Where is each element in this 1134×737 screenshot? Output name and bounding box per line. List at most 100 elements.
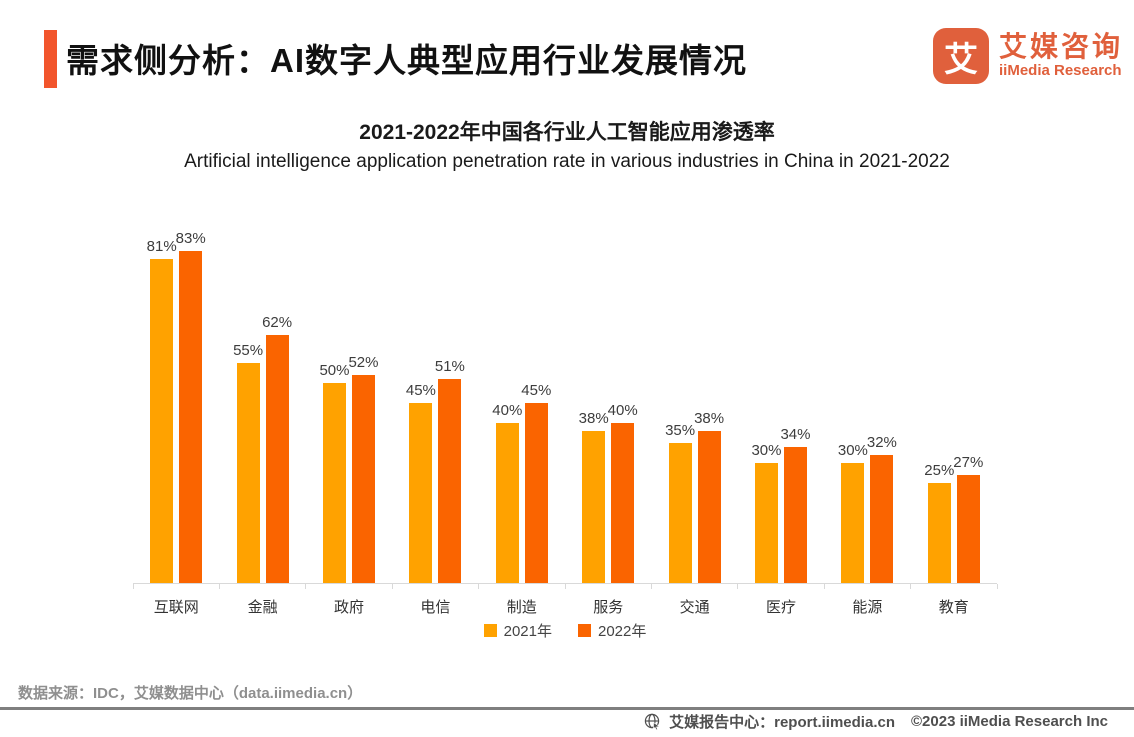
bar-group-电信: 45% 51%: [392, 183, 478, 583]
bar-value-label: 40%: [607, 402, 638, 419]
axis-tick: [737, 584, 739, 589]
bar-wrap: 62%: [262, 183, 292, 583]
bar-group-互联网: 81% 83%: [133, 183, 219, 583]
bar-value-label: 83%: [175, 230, 206, 247]
bar-group-交通: 35% 38%: [651, 183, 737, 583]
bar-value-label: 52%: [348, 354, 379, 371]
bar-2021年-服务: 38%: [579, 410, 609, 583]
bar-value-label: 81%: [146, 238, 177, 255]
bar-group-医疗: 30% 34%: [738, 183, 824, 583]
bar-value-label: 35%: [665, 422, 696, 439]
chart-title: 2021-2022年中国各行业人工智能应用渗透率: [359, 121, 775, 144]
bar-wrap: 40%: [492, 183, 522, 583]
x-axis-label-互联网: 互联网: [153, 599, 199, 616]
bar-wrap: 38%: [579, 183, 609, 583]
x-axis-label-交通: 交通: [679, 599, 710, 616]
bar-wrap: 34%: [780, 183, 811, 583]
bar-value-label: 45%: [405, 382, 436, 399]
iimedia-logo: 艾 艾媒咨询 iiMedia Research: [933, 28, 1123, 84]
bar-wrap: 27%: [953, 183, 983, 583]
bar-wrap: 38%: [694, 183, 724, 583]
bar-wrap: 50%: [319, 183, 350, 583]
bar-value-label: 50%: [319, 362, 350, 379]
bar-wrap: 55%: [233, 183, 263, 583]
bar-2021年-电信: 45%: [406, 382, 436, 583]
legend-swatch-2021: [483, 624, 497, 637]
bar-wrap: 81%: [147, 183, 177, 583]
bar-value-label: 62%: [262, 314, 293, 331]
bar-2021年-能源: 30%: [838, 442, 868, 583]
bar-2022年-交通: 38%: [694, 410, 724, 583]
bar-2022年-电信: 51%: [435, 358, 465, 583]
iimedia-logo-icon: 艾: [933, 28, 989, 84]
globe-cursor-icon: [644, 713, 661, 730]
bar-wrap: 30%: [838, 183, 868, 583]
bar-2022年-政府: 52%: [348, 354, 379, 583]
x-axis-line: [132, 583, 998, 589]
data-source-note: 数据来源：IDC，艾媒数据中心（data.iimedia.cn）: [18, 685, 363, 702]
title-accent-bar: [44, 30, 57, 88]
axis-tick: [823, 584, 825, 589]
bar-value-label: 27%: [953, 454, 984, 471]
x-axis-label-金融: 金融: [247, 599, 278, 616]
bar-value-label: 45%: [521, 382, 552, 399]
logo-name-cn: 艾媒咨询: [999, 30, 1124, 62]
bar-group-服务: 38% 40%: [565, 183, 651, 583]
x-axis-label-电信: 电信: [420, 599, 451, 616]
axis-tick: [996, 584, 998, 589]
chart-subtitle: Artificial intelligence application pene…: [184, 151, 950, 172]
bar-wrap: 51%: [435, 183, 465, 583]
bar-wrap: 45%: [406, 183, 436, 583]
x-axis-label-教育: 教育: [938, 599, 969, 616]
footer-divider: [0, 707, 1134, 710]
report-center-link[interactable]: 艾媒报告中心：report.iimedia.cn: [669, 714, 895, 731]
x-axis-label-制造: 制造: [506, 599, 537, 616]
x-axis-label-政府: 政府: [333, 599, 364, 616]
copyright-text: ©2023 iiMedia Research Inc: [911, 713, 1108, 730]
bar-2021年-教育: 25%: [924, 462, 954, 583]
bar-value-label: 40%: [492, 402, 523, 419]
axis-tick: [132, 584, 134, 589]
bar-group-能源: 30% 32%: [824, 183, 910, 583]
bar-wrap: 40%: [608, 183, 638, 583]
bar-group-政府: 50% 52%: [306, 183, 392, 583]
bar-2021年-医疗: 30%: [751, 442, 782, 583]
bar-2022年-医疗: 34%: [780, 426, 811, 583]
logo-name-en: iiMedia Research: [999, 62, 1122, 80]
bar-value-label: 34%: [780, 426, 811, 443]
bar-value-label: 32%: [866, 434, 897, 451]
page-title: 需求侧分析：AI数字人典型应用行业发展情况: [66, 42, 747, 79]
bar-2021年-政府: 50%: [319, 362, 350, 583]
bar-value-label: 38%: [578, 410, 609, 427]
bar-group-金融: 55% 62%: [219, 183, 305, 583]
bar-2022年-制造: 45%: [521, 382, 551, 583]
axis-tick: [564, 584, 566, 589]
plot-area: 81% 83% 55% 62% 50% 52% 45% 51% 40% 45% 38% 40% 35% 3…: [133, 183, 997, 583]
legend-item-2021: 2021年: [483, 620, 552, 641]
legend-label-2022: 2022年: [598, 623, 647, 640]
bar-value-label: 30%: [837, 442, 868, 459]
bar-wrap: 83%: [176, 183, 206, 583]
bar-value-label: 30%: [751, 442, 782, 459]
bar-value-label: 38%: [694, 410, 725, 427]
bar-group-制造: 40% 45%: [479, 183, 565, 583]
bar-wrap: 30%: [751, 183, 782, 583]
legend-item-2022: 2022年: [578, 620, 646, 641]
axis-tick: [391, 584, 393, 589]
bar-wrap: 45%: [521, 183, 551, 583]
x-axis-label-医疗: 医疗: [765, 599, 796, 616]
bar-value-label: 55%: [233, 342, 264, 359]
bar-wrap: 32%: [867, 183, 897, 583]
legend-label-2021: 2021年: [503, 623, 552, 640]
bar-group-教育: 25% 27%: [911, 183, 997, 583]
bar-2021年-交通: 35%: [665, 422, 695, 583]
legend-swatch-2022: [578, 624, 591, 637]
axis-tick: [650, 584, 652, 589]
axis-tick: [478, 584, 480, 589]
bar-2022年-金融: 62%: [262, 314, 292, 583]
bar-value-label: 51%: [434, 358, 465, 375]
bar-2022年-互联网: 83%: [176, 230, 206, 583]
bar-2021年-金融: 55%: [233, 342, 263, 583]
bar-wrap: 35%: [665, 183, 695, 583]
